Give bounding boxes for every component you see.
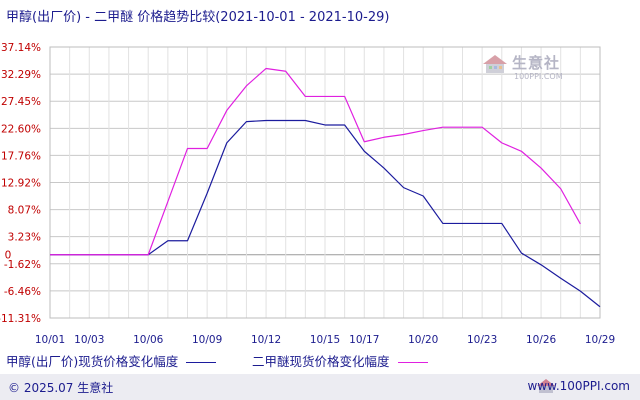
zero-tick-label: 0: [5, 250, 12, 262]
footer-copyright: © 2025.07 生意社: [8, 381, 114, 395]
series-lines: [50, 67, 601, 308]
x-tick-labels: 10/01 10/03 10/06 10/09 10/12 10/15 10/17 10/20…: [35, 334, 615, 346]
x-tick-label: 10/12: [251, 334, 281, 346]
y-tick-label: -6.46%: [4, 286, 41, 298]
x-tick-label: 10/06: [133, 334, 164, 346]
y-tick-label: 22.60%: [1, 123, 41, 135]
y-tick-label: 27.45%: [1, 96, 41, 108]
legend-item-dme: 二甲醚现货价格变化幅度: [252, 351, 428, 370]
x-tick-label: 10/23: [467, 334, 497, 346]
footer-logo-icon: [536, 378, 556, 398]
chart-title: 甲醇(出厂价) - 二甲醚 价格趋势比较(2021-10-01 - 2021-1…: [6, 10, 390, 25]
y-tick-label: 32.29%: [1, 69, 41, 81]
house-logo-icon: [482, 54, 508, 78]
y-tick-label: -11.31%: [0, 313, 41, 325]
x-tick-label: 10/29: [585, 334, 615, 346]
watermark-brand: 生意社: [512, 54, 561, 72]
y-tick-label: 17.76%: [1, 150, 41, 162]
footer-site-link[interactable]: www.100PPI.com: [527, 379, 630, 393]
legend-item-methanol: 甲醇(出厂价)现货价格变化幅度: [6, 351, 217, 370]
legend-label-dme: 二甲醚现货价格变化幅度: [252, 354, 390, 369]
footer-bar: © 2025.07 生意社 www.100PPI.com: [0, 374, 640, 400]
plot-area-border: [49, 46, 601, 319]
y-tick-label: -1.62%: [4, 259, 41, 271]
legend-swatch-dme: [397, 362, 428, 363]
y-tick-label: 12.92%: [1, 177, 41, 189]
series-line-dme: [50, 67, 581, 256]
y-tick-label: 3.23%: [8, 232, 41, 244]
watermark-url: 100PPI.COM: [514, 72, 563, 81]
grid-lines: [49, 46, 601, 319]
legend-label-methanol: 甲醇(出厂价)现货价格变化幅度: [6, 354, 179, 369]
y-tick-labels: 37.14% 32.29% 27.45% 22.60% 17.76% 12.92% 8.07…: [0, 42, 41, 325]
x-tick-label: 10/09: [192, 334, 222, 346]
x-tick-label: 10/20: [408, 334, 438, 346]
x-tick-label: 10/03: [74, 334, 104, 346]
legend-swatch-methanol: [186, 362, 217, 363]
x-tick-label: 10/26: [526, 334, 557, 346]
x-tick-label: 10/17: [349, 334, 379, 346]
x-tick-label: 10/01: [35, 334, 65, 346]
y-tick-label: 8.07%: [8, 205, 41, 217]
x-tick-label: 10/15: [310, 334, 340, 346]
y-tick-label: 37.14%: [1, 42, 41, 54]
